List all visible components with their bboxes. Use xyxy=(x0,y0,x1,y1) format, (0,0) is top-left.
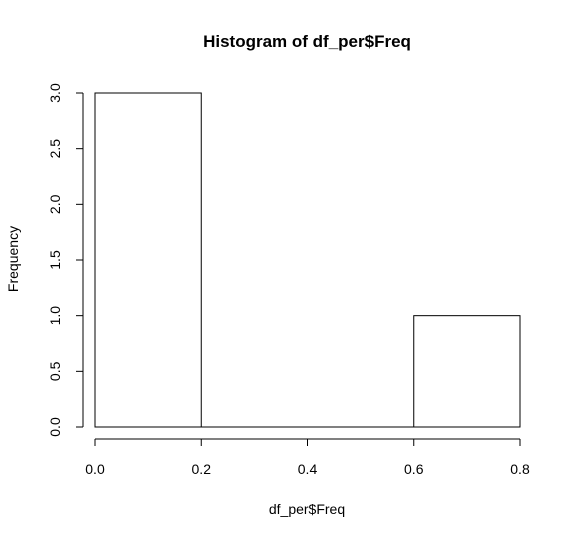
y-axis-label: Frequency xyxy=(5,226,21,292)
y-tick-label: 0.5 xyxy=(47,361,63,381)
x-tick-label: 0.2 xyxy=(192,461,212,477)
histogram-bar-0 xyxy=(94,92,202,428)
y-tick-label: 2.5 xyxy=(47,139,63,159)
x-tick-label: 0.6 xyxy=(404,461,424,477)
x-tick-label: 0.8 xyxy=(510,461,530,477)
chart-title: Histogram of df_per$Freq xyxy=(203,32,411,51)
y-axis: 0.0 0.5 1.0 1.5 2.0 2.5 3.0 xyxy=(47,83,84,437)
y-tick-label: 2.0 xyxy=(47,194,63,214)
y-tick-label: 3.0 xyxy=(47,83,63,103)
y-tick-label: 1.0 xyxy=(47,306,63,326)
x-tick-label: 0.0 xyxy=(85,461,105,477)
bars-group xyxy=(94,92,521,428)
histogram-bar-3 xyxy=(413,315,521,428)
y-tick-label: 0.0 xyxy=(47,417,63,437)
x-axis-label: df_per$Freq xyxy=(269,501,345,517)
x-tick-label: 0.4 xyxy=(298,461,318,477)
y-tick-label: 1.5 xyxy=(47,250,63,270)
x-axis: 0.0 0.2 0.4 0.6 0.8 xyxy=(85,438,530,477)
